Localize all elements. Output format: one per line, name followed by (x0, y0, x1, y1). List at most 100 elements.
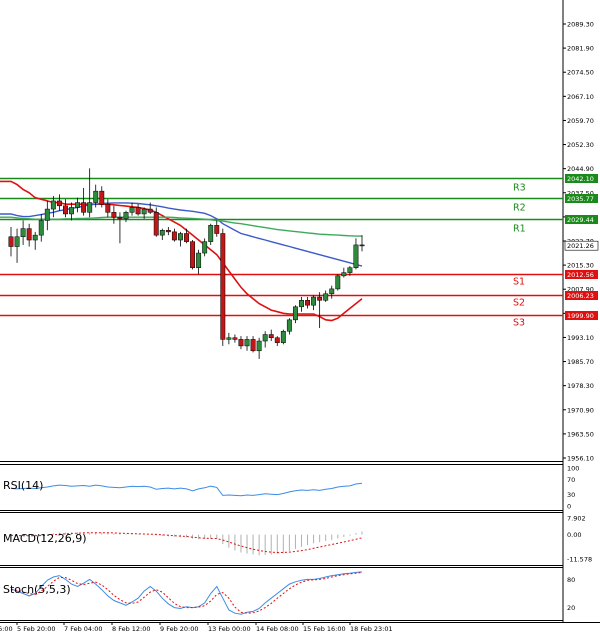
candle-body (99, 190, 105, 205)
macd-panel: 7.902 0.00 -11.578 MACD(12,26,9) (3, 515, 592, 564)
level-label-s3: S3 (513, 318, 525, 329)
candle-body (32, 234, 38, 241)
candle-body (111, 212, 117, 218)
candle-body (129, 207, 135, 213)
rsi-axis-label: 30 (567, 491, 575, 499)
price-tick-label: 1970.90 (567, 406, 594, 414)
candle-body (305, 300, 310, 306)
candle-body (117, 216, 123, 220)
candle-body (292, 306, 298, 321)
candle-body (244, 339, 250, 347)
candle-body (353, 244, 359, 268)
candle-body (135, 207, 141, 215)
level-price-box-s3 (565, 311, 598, 320)
candle-body (256, 340, 262, 352)
candle-body (359, 244, 365, 247)
candle-body (26, 228, 32, 241)
time-tick-label: 13 Feb 00:00 (208, 625, 251, 633)
price-tick-label: 1978.30 (567, 382, 594, 390)
candle-body (329, 288, 335, 295)
candle-body (190, 241, 196, 268)
candle-body (171, 231, 177, 241)
candle-body (226, 337, 232, 340)
candle-body (177, 233, 183, 241)
moving-average-line-3 (0, 216, 362, 237)
candle-body (87, 202, 93, 213)
price-axis: 2089.30 2081.90 2074.50 2067.10 2059.70 2052.… (563, 21, 599, 463)
candle-body (147, 208, 153, 213)
candle-body (44, 208, 50, 221)
candle-body (153, 212, 159, 236)
macd-title: MACD(12,26,9) (3, 532, 87, 545)
rsi-axis-label: 100 (567, 465, 579, 473)
price-tick-label: 1956.10 (567, 455, 594, 463)
price-tick-label: 2007.90 (567, 286, 594, 294)
price-tick-label: 2089.30 (567, 21, 594, 29)
time-tick-label: 6:00 (0, 625, 13, 633)
level-label-s1: S1 (513, 277, 525, 288)
candle-body (208, 225, 214, 242)
price-tick-label: 2074.50 (567, 69, 594, 77)
candle-body (335, 275, 341, 290)
candle-body (262, 334, 268, 342)
time-tick-label: 8 Feb 12:00 (112, 625, 151, 633)
candle-body (14, 236, 20, 247)
candle-body (220, 233, 226, 340)
stoch-main-line (10, 571, 363, 615)
price-tick-label: 2044.90 (567, 165, 594, 173)
stoch-signal-line (10, 571, 363, 614)
candle-body (341, 272, 347, 277)
candle-body (50, 200, 56, 210)
candle-body (317, 296, 323, 301)
candle-body (8, 236, 14, 247)
stoch-axis-label: 20 (567, 604, 575, 612)
price-tick-label: 2059.70 (567, 117, 594, 125)
level-price-label-s2: 2006.23 (567, 292, 594, 300)
level-price-box-s1 (565, 270, 598, 279)
price-tick-label: 2015.30 (567, 262, 594, 270)
candle-body (274, 337, 280, 343)
candle-body (196, 252, 202, 268)
time-tick-label: 5 Feb 20:00 (17, 625, 56, 633)
macd-axis-label: 0.00 (567, 531, 581, 539)
time-tick-label: 7 Feb 04:00 (64, 625, 103, 633)
level-price-box-r1 (565, 215, 598, 224)
level-price-box-r2 (565, 194, 598, 203)
stoch-panel: 80 20 Stoch(5,5,3) (3, 571, 575, 615)
level-label-r2: R2 (513, 203, 526, 214)
candle-body (232, 337, 238, 340)
level-price-label-s1: 2012.56 (567, 271, 594, 279)
candle-body (202, 241, 208, 254)
candle-body (184, 233, 189, 242)
level-price-label-r1: 2029.44 (567, 216, 594, 224)
candle-body (286, 319, 292, 332)
stoch-axis-label: 80 (567, 576, 575, 584)
candle-body (165, 229, 171, 233)
price-tick-label: 2081.90 (567, 45, 594, 53)
candle-body (63, 205, 68, 215)
time-tick-label: 18 Feb 23:01 (350, 625, 393, 633)
level-label-r1: R1 (513, 224, 526, 235)
price-tick-label: 1963.50 (567, 430, 594, 438)
current-price-label: 2021.26 (567, 242, 594, 250)
candle-body (299, 300, 304, 308)
time-tick-label: 9 Feb 20:00 (160, 625, 199, 633)
level-price-label-r3: 2042.10 (567, 175, 594, 183)
candle-body (69, 207, 74, 215)
candle-body (311, 296, 317, 306)
rsi-line (10, 482, 363, 497)
candle-body (81, 202, 87, 213)
rsi-axis-label: 70 (567, 476, 575, 484)
level-label-s2: S2 (513, 298, 525, 309)
time-axis: 5 Feb 20:00 7 Feb 04:00 8 Feb 12:00 9 Feb 2… (0, 622, 393, 633)
candle-body (56, 200, 62, 207)
level-price-label-s3: 1999.90 (567, 312, 594, 320)
candle-body (93, 190, 99, 203)
macd-axis-label: -11.578 (567, 556, 592, 564)
price-tick-label: 2067.10 (567, 93, 594, 101)
level-label-r3: R3 (513, 183, 526, 194)
time-tick-label: 15 Feb 16:00 (303, 625, 346, 633)
candle-body (38, 220, 44, 236)
